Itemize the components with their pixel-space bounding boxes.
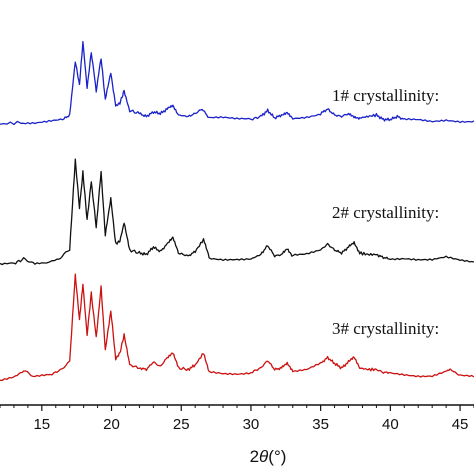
x-tick-label-15: 15 bbox=[33, 416, 50, 433]
trace-1 bbox=[0, 41, 474, 126]
annotation-2: 2# crystallinity: bbox=[332, 203, 439, 222]
x-axis-label-prefix: 2 bbox=[250, 447, 259, 466]
annotations-group: 1# crystallinity: 2# crystallinity: 3# cry… bbox=[332, 86, 439, 338]
x-tick-label-25: 25 bbox=[173, 416, 190, 433]
x-tick-label-20: 20 bbox=[103, 416, 120, 433]
trace-3 bbox=[0, 273, 474, 381]
x-tick-label-35: 35 bbox=[312, 416, 329, 433]
x-axis-label: 2θ(°) bbox=[250, 447, 287, 466]
traces-group bbox=[0, 41, 474, 381]
annotation-3: 3# crystallinity: bbox=[332, 319, 439, 338]
x-tick-label-30: 30 bbox=[243, 416, 260, 433]
x-tick-label-40: 40 bbox=[382, 416, 399, 433]
x-ticks-group: 15 20 25 30 35 40 45 bbox=[0, 405, 474, 433]
x-tick-label-45: 45 bbox=[452, 416, 469, 433]
x-axis-label-symbol: θ bbox=[259, 447, 269, 466]
trace-2 bbox=[0, 158, 474, 266]
annotation-1: 1# crystallinity: bbox=[332, 86, 439, 105]
x-axis-label-suffix: (°) bbox=[268, 447, 286, 466]
